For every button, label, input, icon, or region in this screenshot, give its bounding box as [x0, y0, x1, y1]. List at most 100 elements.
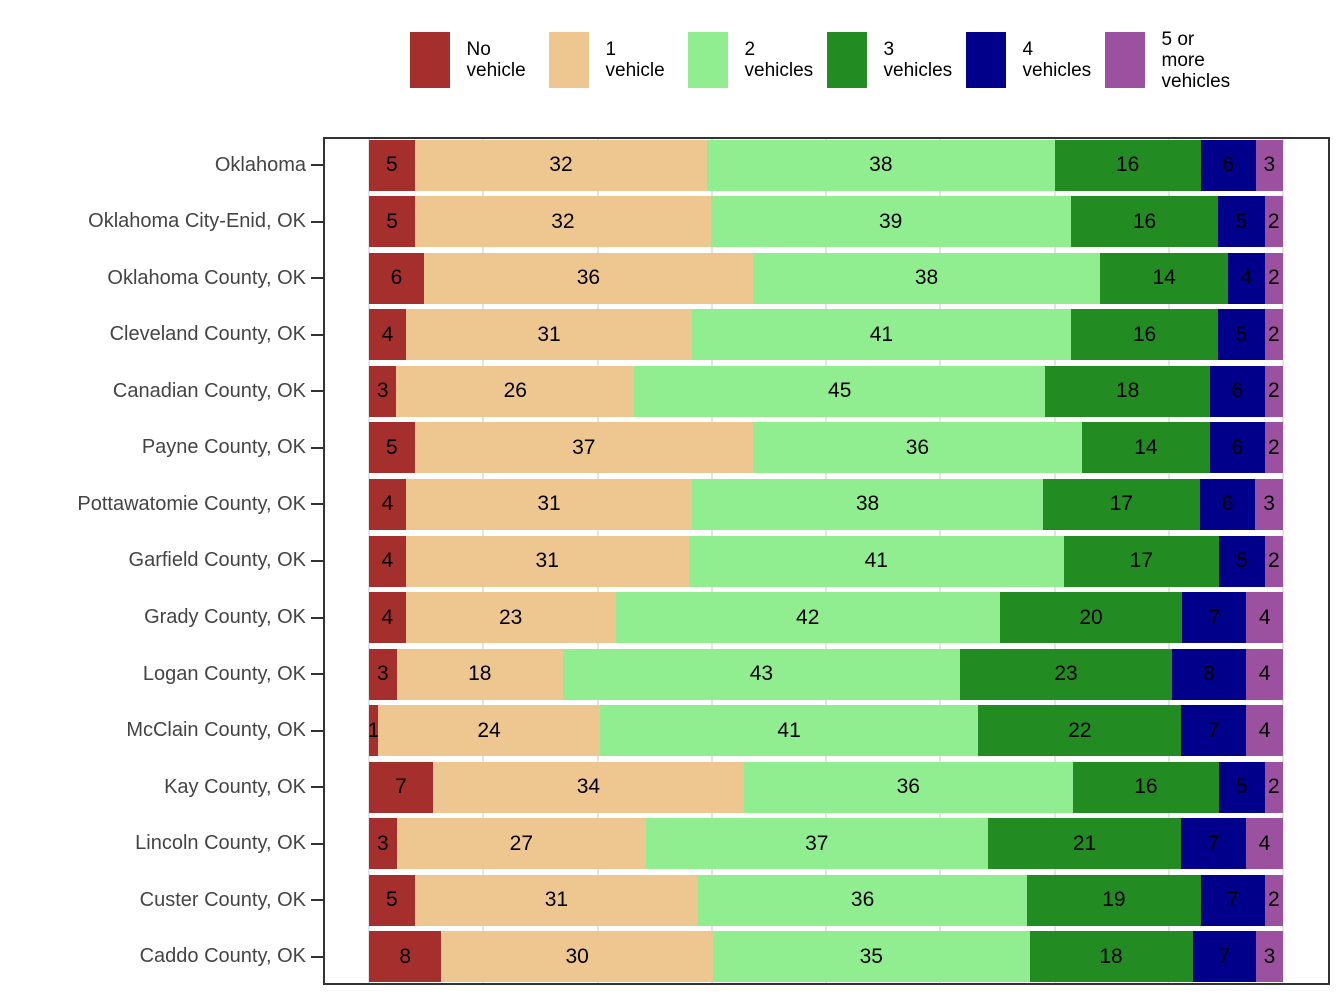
segment-value-label: 2 [1268, 435, 1280, 459]
segment-value-label: 23 [498, 605, 523, 629]
segment-value-label: 18 [468, 662, 492, 686]
segment-value-label: 24 [477, 718, 501, 742]
segment-value-label: 3 [376, 379, 389, 403]
legend-swatch-icon [965, 32, 1006, 88]
bar-segment: 7 [1181, 818, 1247, 870]
segment-value-label: 14 [1134, 435, 1158, 459]
y-axis-label: Logan County, OK [142, 662, 306, 685]
segment-value-label: 2 [1268, 775, 1280, 799]
segment-value-label: 31 [537, 322, 561, 346]
segment-value-label: 7 [1207, 831, 1220, 855]
y-axis-label: Lincoln County, OK [135, 832, 306, 855]
segment-value-label: 4 [1240, 266, 1253, 290]
bar-segment: 4 [1246, 705, 1283, 757]
segment-value-label: 30 [565, 944, 589, 968]
bar-segment: 6 [1199, 478, 1256, 530]
segment-value-label: 4 [381, 492, 394, 516]
bar-segment: 41 [688, 535, 1064, 587]
legend-item: 4 vehicles [965, 32, 1105, 88]
y-axis-tick [311, 164, 323, 167]
segment-value-label: 6 [1231, 435, 1244, 459]
segment-value-label: 3 [1263, 944, 1276, 968]
bar-segment: 4 [1228, 252, 1265, 304]
bar-segment: 21 [987, 818, 1182, 870]
bar-segment: 36 [743, 761, 1073, 813]
segment-value-label: 3 [377, 831, 389, 855]
legend-swatch-icon [548, 32, 589, 88]
y-axis-tick [311, 955, 323, 958]
bar-segment: 36 [423, 252, 753, 304]
bar-segment: 37 [414, 422, 753, 474]
legend-item: 1 vehicle [548, 32, 688, 88]
bar-segment: 26 [396, 365, 635, 417]
segment-value-label: 2 [1267, 322, 1280, 346]
y-axis-tick [311, 673, 323, 676]
y-axis-label: Cleveland County, OK [109, 323, 306, 346]
bar-segment: 41 [599, 705, 979, 757]
segment-value-label: 5 [1236, 549, 1248, 572]
bar-segment: 16 [1054, 139, 1201, 191]
segment-value-label: 38 [869, 153, 893, 177]
segment-value-label: 5 [1236, 775, 1248, 799]
segment-value-label: 17 [1109, 492, 1134, 516]
y-axis-label: Caddo County, OK [139, 945, 306, 968]
segment-value-label: 16 [1115, 153, 1140, 177]
segment-value-label: 41 [864, 549, 888, 572]
y-axis-tick [311, 616, 323, 619]
segment-value-label: 38 [914, 266, 939, 290]
bar-segment: 39 [710, 196, 1071, 248]
bar-segment: 31 [405, 478, 693, 530]
bar-row: 5 32 38 16 6 3 [369, 139, 1283, 191]
bar-segment: 5 [1218, 196, 1265, 248]
y-axis-tick [311, 277, 323, 280]
bar-segment: 38 [692, 478, 1043, 530]
segment-value-label: 4 [1258, 831, 1271, 855]
bar-row: 3 18 43 23 8 4 [369, 648, 1283, 700]
legend: No vehicle 1 vehicle 2 vehicles 3 vehicles 4… [323, 26, 1330, 94]
y-axis-label: McClain County, OK [126, 719, 306, 742]
legend-label: 1 vehicle [605, 39, 665, 81]
bar-segment: 36 [698, 874, 1028, 926]
segment-value-label: 37 [805, 831, 829, 855]
segment-value-label: 31 [535, 549, 559, 572]
bar-segment: 3 [369, 365, 397, 417]
bar-segment: 5 [369, 874, 415, 926]
bar-segment: 2 [1264, 422, 1284, 474]
bar-segment: 14 [1100, 252, 1229, 304]
bar-segment: 2 [1264, 874, 1284, 926]
bar-segment: 6 [369, 252, 424, 304]
segment-value-label: 42 [796, 605, 820, 629]
bar-segment: 23 [959, 648, 1173, 700]
bar-segment: 41 [692, 309, 1071, 361]
segment-value-label: 41 [869, 322, 894, 346]
bar-segment: 8 [369, 931, 442, 983]
segment-value-label: 36 [850, 888, 875, 912]
bar-segment: 2 [1264, 196, 1283, 248]
bar-segment: 20 [999, 592, 1183, 644]
bar-segment: 5 [369, 422, 415, 474]
bar-row: 4 31 38 17 6 3 [369, 478, 1283, 530]
y-axis-tick [311, 899, 323, 902]
segment-value-label: 6 [1231, 379, 1244, 403]
segment-value-label: 3 [1263, 153, 1276, 177]
segment-value-label: 39 [878, 209, 903, 233]
bar-segment: 7 [369, 761, 433, 813]
bar-row: 4 23 42 20 7 4 [369, 592, 1283, 644]
bar-segment: 38 [707, 139, 1055, 191]
bar-segment: 32 [414, 139, 708, 191]
segment-value-label: 2 [1268, 379, 1280, 403]
bar-row: 7 34 36 16 5 2 [369, 761, 1284, 813]
bar-row: 1 24 41 22 7 4 [368, 705, 1283, 757]
legend-item: 5 or more vehicles [1104, 29, 1244, 92]
legend-swatch-icon [409, 32, 450, 88]
bar-segment: 7 [1181, 705, 1247, 757]
y-axis-tick [311, 220, 323, 223]
bar-segment: 31 [405, 309, 693, 361]
segment-value-label: 38 [855, 492, 880, 516]
segment-value-label: 16 [1134, 775, 1158, 799]
legend-label: No vehicle [466, 39, 526, 81]
y-axis-tick [311, 503, 323, 506]
bar-segment: 2 [1264, 365, 1283, 417]
segment-value-label: 2 [1267, 209, 1280, 233]
bar-segment: 23 [405, 592, 616, 644]
